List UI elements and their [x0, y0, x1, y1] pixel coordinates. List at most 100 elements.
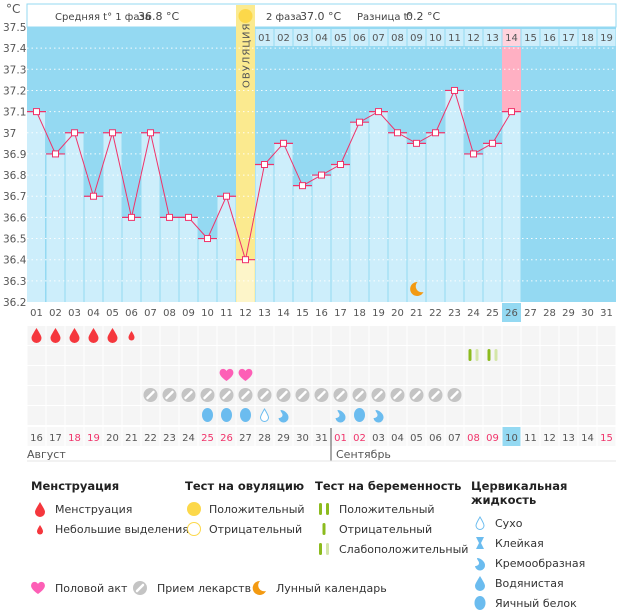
y-tick-label: 37.1 — [3, 107, 26, 119]
y-tick-label: 36.9 — [3, 149, 26, 161]
temp-bar — [407, 143, 426, 302]
calendar-date: 01 — [334, 433, 347, 444]
calendar-date: 10 — [505, 433, 518, 444]
calendar-date: 09 — [486, 433, 499, 444]
phase2-day-label: 01 — [258, 33, 271, 44]
phase2-day-cell — [578, 29, 597, 46]
date-cell — [141, 427, 160, 446]
marker-cell — [141, 346, 160, 365]
pill-slash — [241, 390, 250, 400]
marker-cell — [331, 326, 350, 345]
marker-cell — [122, 406, 141, 425]
marker-cell — [388, 346, 407, 365]
x-tick-label: 23 — [448, 308, 461, 319]
legend-item: Небольшие выделения — [55, 522, 189, 536]
x-tick-label: 30 — [581, 308, 594, 319]
watery-icon — [475, 576, 485, 591]
x-tick-label: 28 — [543, 308, 556, 319]
current-day-highlight — [502, 303, 521, 322]
marker-cell — [293, 406, 312, 425]
marker-cell — [407, 406, 426, 425]
marker-cell — [312, 326, 331, 345]
temp-point — [185, 213, 192, 221]
calendar-date: 06 — [429, 433, 442, 444]
x-tick-label: 25 — [486, 308, 499, 319]
marker-cell — [407, 346, 426, 365]
marker-cell — [597, 386, 616, 405]
date-cell — [293, 427, 312, 446]
pregnancy-test-icon — [475, 349, 479, 361]
calendar-date: 15 — [600, 433, 613, 444]
marker-cell — [217, 326, 236, 345]
egg-white-icon — [354, 408, 365, 422]
y-tick-label: 36.4 — [3, 255, 27, 267]
marker-cell — [160, 406, 179, 425]
marker-cell — [274, 326, 293, 345]
date-cell — [160, 427, 179, 446]
date-cell — [407, 427, 426, 446]
x-tick-label: 27 — [524, 308, 537, 319]
calendar-date: 24 — [182, 433, 195, 444]
marker-cell — [578, 346, 597, 365]
legend-item: Половой акт — [55, 581, 128, 595]
marker-cell — [464, 386, 483, 405]
pill-slash — [450, 390, 459, 400]
phase2-day-cell — [559, 29, 578, 46]
x-tick-label: 22 — [429, 308, 442, 319]
phase2-day-label: 07 — [372, 33, 385, 44]
spotting-drop-icon — [128, 331, 135, 341]
calendar-date: 22 — [144, 433, 157, 444]
temp-point — [470, 150, 477, 158]
marker-cell — [540, 346, 559, 365]
marker-cell — [122, 366, 141, 385]
x-tick-label: 06 — [125, 308, 138, 319]
temp-bar — [217, 196, 236, 302]
marker-cell — [46, 386, 65, 405]
x-tick-label: 09 — [182, 308, 195, 319]
temp-point — [299, 182, 306, 190]
phase2-day-label: 03 — [296, 33, 309, 44]
temp-point — [90, 192, 97, 200]
marker-cell — [198, 346, 217, 365]
marker-cell — [559, 346, 578, 365]
pill-slash — [393, 390, 402, 400]
y-tick-label: 37.5 — [3, 22, 26, 34]
marker-cell — [540, 386, 559, 405]
marker-cell — [84, 366, 103, 385]
phase2-day-cell — [388, 29, 407, 46]
marker-cell — [27, 346, 46, 365]
marker-cell — [103, 386, 122, 405]
x-tick-label: 03 — [68, 308, 81, 319]
legend-item: Лунный календарь — [276, 581, 387, 595]
marker-cell — [103, 406, 122, 425]
x-tick-label: 10 — [201, 308, 214, 319]
moon-icon — [410, 281, 424, 296]
marker-cell — [236, 346, 255, 365]
temp-point — [128, 213, 135, 221]
marker-cell — [46, 346, 65, 365]
calendar-date: 08 — [467, 433, 480, 444]
marker-cell — [426, 366, 445, 385]
x-tick-label: 01 — [30, 308, 43, 319]
date-cell — [388, 427, 407, 446]
calendar-date: 21 — [125, 433, 138, 444]
phase2-day-label: 09 — [410, 33, 423, 44]
today-column — [502, 47, 521, 112]
marker-cell — [502, 346, 521, 365]
phase2-day-label: 12 — [467, 33, 480, 44]
phase2-day-label: 08 — [391, 33, 404, 44]
y-tick-label: 37.3 — [3, 64, 26, 76]
temp-bar — [46, 153, 65, 302]
legend-item: Клейкая — [495, 536, 544, 550]
x-tick-label: 21 — [410, 308, 423, 319]
x-tick-label: 08 — [163, 308, 176, 319]
marker-cell — [388, 326, 407, 345]
marker-cell — [464, 366, 483, 385]
calendar-date: 20 — [106, 433, 119, 444]
legend-intercourse: Половой акт — [29, 580, 127, 596]
marker-cell — [483, 326, 502, 345]
temp-point — [394, 129, 401, 137]
phase2-day-label: 11 — [448, 33, 461, 44]
marker-cell — [141, 366, 160, 385]
moon-icon — [252, 580, 266, 595]
